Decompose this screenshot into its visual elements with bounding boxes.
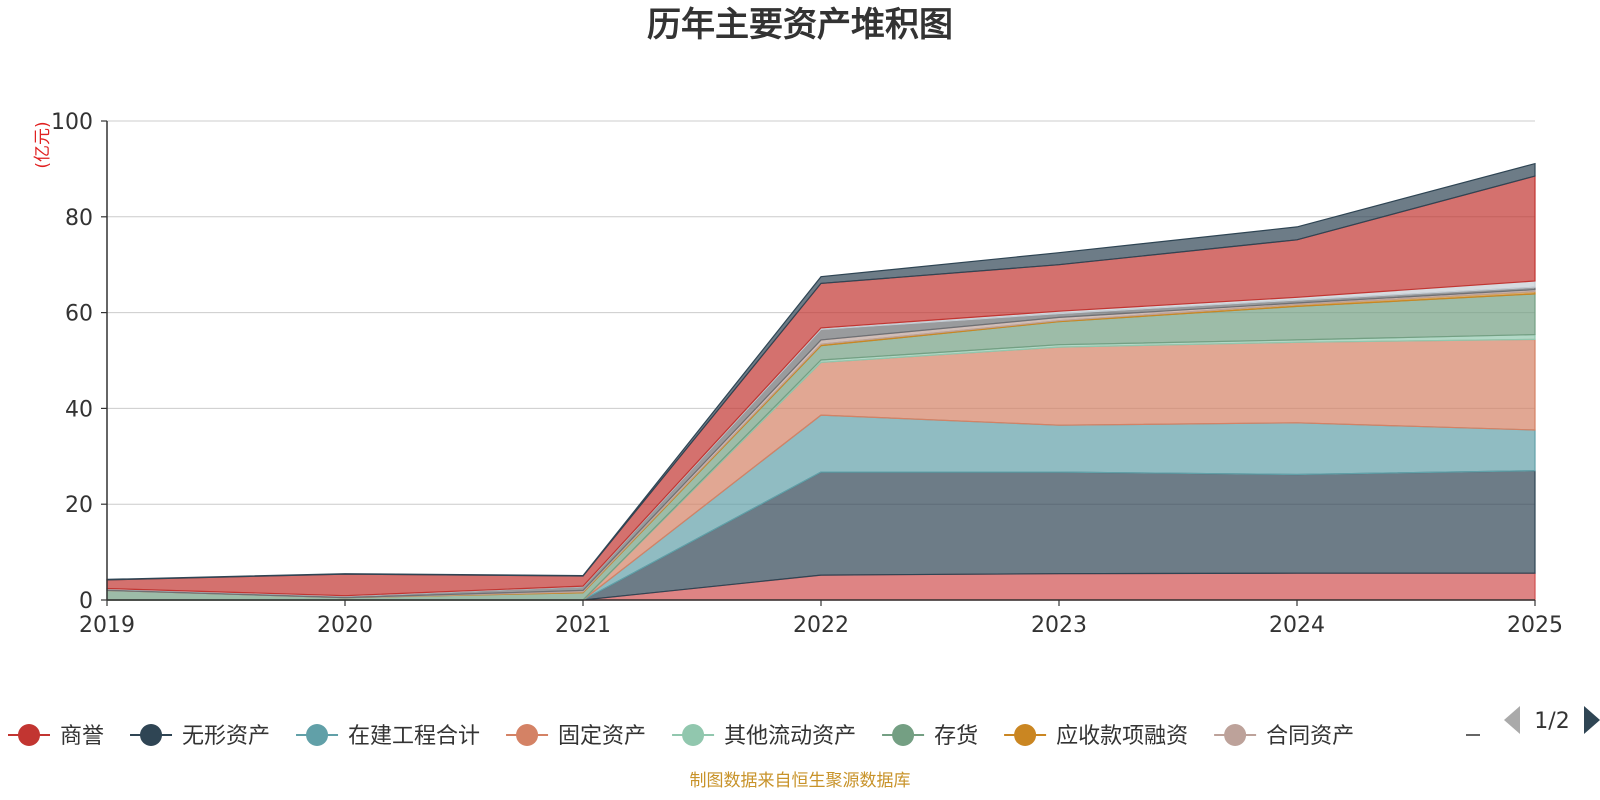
x-tick-label: 2019 — [79, 613, 135, 638]
legend-marker-icon — [18, 724, 40, 746]
y-tick-label: 80 — [65, 206, 93, 231]
x-tick-label: 2024 — [1269, 613, 1325, 638]
legend-marker-icon — [1014, 724, 1037, 746]
x-tick-label: 2021 — [555, 613, 611, 638]
axes: 2019 2020 2021 2022 2023 2024 2025 — [79, 120, 1563, 638]
legend-item-label[interactable]: 合同资产 — [1266, 724, 1354, 749]
legend-item-label[interactable]: 固定资产 — [558, 724, 646, 749]
x-tick-label: 2020 — [317, 613, 373, 638]
legend-next-page-button[interactable] — [1584, 706, 1600, 734]
legend-item-label[interactable]: 应收款项融资 — [1056, 724, 1188, 749]
legend-marker-icon — [140, 724, 163, 746]
legend-item-label[interactable]: 在建工程合计 — [348, 724, 480, 749]
legend-marker-icon — [892, 724, 915, 746]
legend-item-label[interactable]: 商誉 — [60, 724, 104, 749]
y-tick-label: 60 — [65, 302, 93, 327]
legend-item-label[interactable]: 存货 — [934, 724, 978, 749]
area-series-11 — [106, 162, 1536, 581]
legend-marker-icon — [1224, 724, 1247, 746]
y-tick-label: 20 — [65, 493, 93, 518]
y-axis-unit-label: (亿元) — [33, 121, 53, 168]
legend-item-label[interactable]: 其他流动资产 — [724, 724, 856, 749]
x-tick-label: 2022 — [793, 613, 849, 638]
legend-marker-icon — [516, 724, 539, 746]
data-source-note: 制图数据来自恒生聚源数据库 — [690, 771, 911, 791]
y-tick-label: 100 — [51, 110, 93, 135]
x-tick-label: 2023 — [1031, 613, 1087, 638]
legend-marker-icon — [306, 724, 329, 746]
y-tick-label: 0 — [79, 589, 93, 614]
legend-item-label[interactable]: 无形资产 — [182, 724, 270, 749]
chart-title: 历年主要资产堆积图 — [647, 5, 953, 45]
x-tick-label: 2025 — [1507, 613, 1563, 638]
area-series-group — [106, 162, 1536, 601]
legend-marker-icon — [682, 724, 705, 746]
legend-pager: 1/2 — [1504, 706, 1600, 734]
legend: 商誉 无形资产 在建工程合计 固定资产 其他流动资产 存货 应收款项融资 合同资产 — [8, 724, 1480, 749]
y-tick-label: 40 — [65, 397, 93, 422]
legend-page-indicator: 1/2 — [1534, 709, 1569, 734]
legend-prev-page-button[interactable] — [1504, 706, 1520, 734]
